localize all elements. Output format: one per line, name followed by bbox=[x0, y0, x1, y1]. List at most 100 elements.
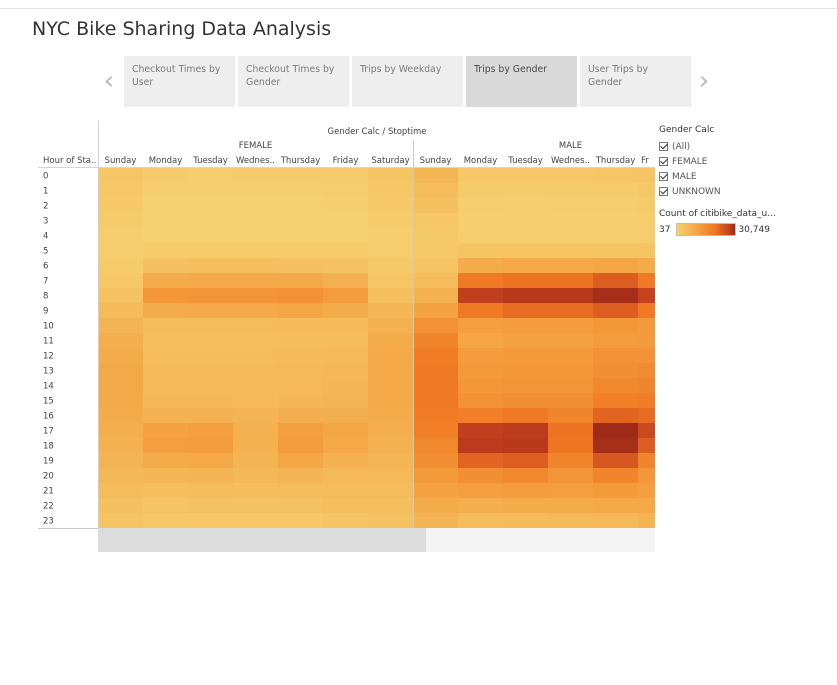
heatmap-cell[interactable] bbox=[413, 288, 458, 303]
heatmap-cell[interactable] bbox=[278, 168, 323, 183]
heatmap-cell[interactable] bbox=[368, 258, 413, 273]
heatmap-cell[interactable] bbox=[458, 438, 503, 453]
heatmap-cell[interactable] bbox=[503, 453, 548, 468]
scrollbar-thumb[interactable] bbox=[98, 528, 426, 552]
heatmap-cell[interactable] bbox=[233, 198, 278, 213]
heatmap-cell[interactable] bbox=[143, 453, 188, 468]
heatmap-cell[interactable] bbox=[188, 213, 233, 228]
story-point-trips-by-gender[interactable]: Trips by Gender bbox=[466, 56, 577, 107]
heatmap-cell[interactable] bbox=[323, 228, 368, 243]
filter-female[interactable]: FEMALE bbox=[659, 154, 834, 169]
story-point-trips-by-weekday[interactable]: Trips by Weekday bbox=[352, 56, 463, 107]
heatmap-cell[interactable] bbox=[143, 498, 188, 513]
heatmap-cell[interactable] bbox=[503, 228, 548, 243]
heatmap-cell[interactable] bbox=[188, 408, 233, 423]
heatmap-cell[interactable] bbox=[548, 288, 593, 303]
heatmap-cell[interactable] bbox=[98, 258, 143, 273]
story-point-user-trips-by-gender[interactable]: User Trips by Gender bbox=[580, 56, 691, 107]
filter-all[interactable]: (All) bbox=[659, 139, 834, 154]
heatmap-cell[interactable] bbox=[458, 483, 503, 498]
heatmap-cell[interactable] bbox=[233, 288, 278, 303]
heatmap-cell[interactable] bbox=[413, 483, 458, 498]
heatmap-cell[interactable] bbox=[233, 333, 278, 348]
heatmap-cell[interactable] bbox=[458, 453, 503, 468]
heatmap-cell[interactable] bbox=[638, 378, 655, 393]
heatmap-cell[interactable] bbox=[548, 198, 593, 213]
heatmap-cell[interactable] bbox=[323, 198, 368, 213]
heatmap-cell[interactable] bbox=[548, 483, 593, 498]
heatmap-cell[interactable] bbox=[503, 408, 548, 423]
heatmap-cell[interactable] bbox=[233, 168, 278, 183]
heatmap-cell[interactable] bbox=[188, 258, 233, 273]
heatmap-cell[interactable] bbox=[638, 303, 655, 318]
heatmap-cell[interactable] bbox=[188, 348, 233, 363]
heatmap-cell[interactable] bbox=[143, 228, 188, 243]
heatmap-cell[interactable] bbox=[548, 303, 593, 318]
heatmap-cell[interactable] bbox=[413, 438, 458, 453]
heatmap-cell[interactable] bbox=[593, 198, 638, 213]
heatmap-cell[interactable] bbox=[368, 363, 413, 378]
heatmap-cell[interactable] bbox=[503, 438, 548, 453]
heatmap-cell[interactable] bbox=[143, 243, 188, 258]
heatmap-cell[interactable] bbox=[278, 348, 323, 363]
heatmap-cell[interactable] bbox=[143, 183, 188, 198]
heatmap-cell[interactable] bbox=[98, 198, 143, 213]
heatmap-cell[interactable] bbox=[368, 288, 413, 303]
heatmap-cell[interactable] bbox=[278, 363, 323, 378]
heatmap-cell[interactable] bbox=[188, 333, 233, 348]
heatmap-cell[interactable] bbox=[188, 378, 233, 393]
heatmap-cell[interactable] bbox=[143, 288, 188, 303]
heatmap-cell[interactable] bbox=[98, 453, 143, 468]
heatmap-cell[interactable] bbox=[368, 318, 413, 333]
heatmap-cell[interactable] bbox=[593, 303, 638, 318]
heatmap-cell[interactable] bbox=[548, 168, 593, 183]
heatmap-cell[interactable] bbox=[368, 468, 413, 483]
heatmap-cell[interactable] bbox=[413, 423, 458, 438]
heatmap-cell[interactable] bbox=[503, 273, 548, 288]
heatmap-cell[interactable] bbox=[233, 258, 278, 273]
heatmap-cell[interactable] bbox=[143, 468, 188, 483]
heatmap-cell[interactable] bbox=[503, 213, 548, 228]
heatmap-cell[interactable] bbox=[323, 168, 368, 183]
heatmap-cell[interactable] bbox=[278, 438, 323, 453]
heatmap-cell[interactable] bbox=[413, 393, 458, 408]
heatmap-cell[interactable] bbox=[233, 273, 278, 288]
heatmap-cell[interactable] bbox=[638, 483, 655, 498]
heatmap-cell[interactable] bbox=[458, 408, 503, 423]
heatmap-cell[interactable] bbox=[548, 378, 593, 393]
heatmap-cell[interactable] bbox=[233, 423, 278, 438]
heatmap-cell[interactable] bbox=[548, 423, 593, 438]
heatmap-cell[interactable] bbox=[638, 453, 655, 468]
heatmap-cell[interactable] bbox=[458, 258, 503, 273]
heatmap-cell[interactable] bbox=[143, 378, 188, 393]
heatmap-cell[interactable] bbox=[413, 228, 458, 243]
heatmap-cell[interactable] bbox=[278, 468, 323, 483]
heatmap-cell[interactable] bbox=[143, 438, 188, 453]
heatmap-cell[interactable] bbox=[323, 288, 368, 303]
heatmap-cell[interactable] bbox=[188, 288, 233, 303]
heatmap-cell[interactable] bbox=[638, 363, 655, 378]
heatmap-cell[interactable] bbox=[233, 228, 278, 243]
heatmap-cell[interactable] bbox=[638, 393, 655, 408]
heatmap-cell[interactable] bbox=[188, 468, 233, 483]
heatmap-cell[interactable] bbox=[98, 438, 143, 453]
heatmap-cell[interactable] bbox=[98, 348, 143, 363]
heatmap-cell[interactable] bbox=[98, 273, 143, 288]
heatmap-cell[interactable] bbox=[188, 438, 233, 453]
heatmap-cell[interactable] bbox=[368, 198, 413, 213]
heatmap-cell[interactable] bbox=[368, 438, 413, 453]
heatmap-cell[interactable] bbox=[368, 513, 413, 528]
heatmap-cell[interactable] bbox=[503, 348, 548, 363]
heatmap-cell[interactable] bbox=[143, 258, 188, 273]
heatmap-cell[interactable] bbox=[548, 318, 593, 333]
heatmap-cell[interactable] bbox=[323, 348, 368, 363]
heatmap-cell[interactable] bbox=[368, 348, 413, 363]
heatmap-cell[interactable] bbox=[233, 498, 278, 513]
heatmap-cell[interactable] bbox=[188, 303, 233, 318]
heatmap-cell[interactable] bbox=[503, 363, 548, 378]
heatmap-cell[interactable] bbox=[278, 513, 323, 528]
heatmap-cell[interactable] bbox=[593, 243, 638, 258]
filter-unknown[interactable]: UNKNOWN bbox=[659, 184, 834, 199]
heatmap-cell[interactable] bbox=[458, 243, 503, 258]
heatmap-cell[interactable] bbox=[413, 333, 458, 348]
